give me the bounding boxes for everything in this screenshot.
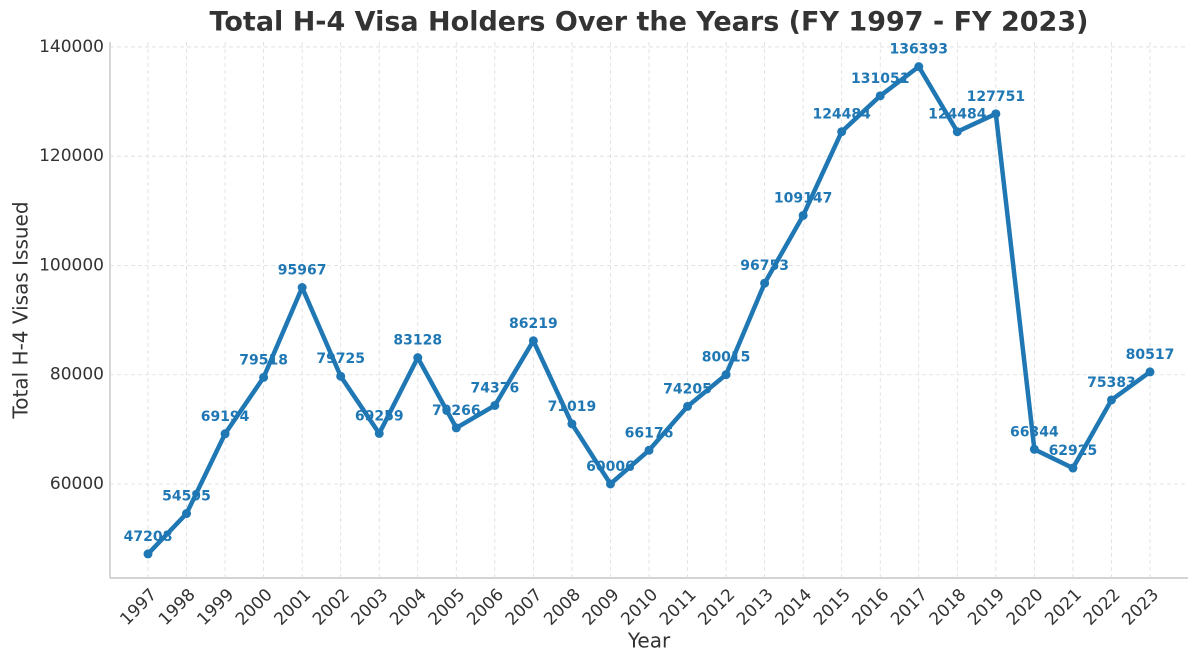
point	[1068, 463, 1078, 473]
x-tick-label: 2004	[386, 585, 431, 630]
x-tick-label: 2001	[270, 585, 315, 630]
y-axis-label: Total H-4 Visas Issued	[9, 201, 33, 419]
chart-title: Total H-4 Visa Holders Over the Years (F…	[210, 7, 1089, 38]
value-label: 47208	[124, 529, 173, 545]
point	[760, 278, 770, 288]
x-tick-label: 2015	[810, 585, 855, 630]
x-tick-label: 2009	[579, 585, 624, 630]
point	[374, 428, 384, 438]
y-tick-label: 120000	[39, 146, 104, 166]
x-tick-label: 2018	[926, 585, 971, 630]
point	[220, 429, 230, 439]
x-tick-label: 2005	[425, 585, 470, 630]
point	[336, 371, 346, 381]
value-label: 74205	[663, 381, 712, 397]
value-label: 109147	[774, 190, 832, 206]
point	[490, 400, 500, 410]
value-label: 66176	[625, 425, 674, 441]
point	[297, 283, 307, 293]
x-tick-label: 2016	[849, 585, 894, 630]
value-label: 74376	[470, 380, 519, 396]
point	[875, 91, 885, 101]
x-tick-label: 2000	[232, 585, 277, 630]
value-label: 80015	[702, 350, 751, 366]
value-label: 75383	[1087, 375, 1136, 391]
value-label: 71019	[548, 399, 597, 415]
x-tick-label: 2020	[1003, 585, 1048, 630]
x-axis-label: Year	[627, 629, 671, 653]
value-label: 124484	[928, 107, 987, 123]
point	[914, 62, 924, 72]
y-tick-label: 140000	[39, 37, 104, 57]
point	[413, 353, 423, 363]
value-label: 79518	[239, 352, 288, 368]
value-label: 66344	[1010, 424, 1059, 440]
value-label: 96753	[740, 258, 789, 274]
x-tick-label: 2013	[733, 585, 778, 630]
point	[1145, 367, 1155, 377]
value-label: 54595	[162, 489, 211, 505]
point	[1106, 395, 1116, 405]
point	[567, 419, 577, 429]
point	[798, 210, 808, 220]
point	[952, 127, 962, 137]
point	[644, 445, 654, 455]
x-tick-label: 2019	[964, 585, 1009, 630]
value-label: 80517	[1126, 347, 1175, 363]
point	[605, 479, 615, 489]
value-label: 95967	[278, 263, 327, 279]
value-label: 69194	[201, 409, 250, 425]
x-tick-label: 1999	[193, 585, 238, 630]
value-label: 131051	[851, 71, 909, 87]
x-tick-label: 2023	[1118, 585, 1163, 630]
x-tick-label: 2010	[617, 585, 662, 630]
x-tick-label: 2008	[540, 585, 585, 630]
point	[1029, 444, 1039, 454]
x-tick-label: 1997	[116, 585, 161, 630]
x-tick-label: 2017	[887, 585, 932, 630]
point	[182, 509, 192, 519]
value-label: 124484	[812, 107, 871, 123]
y-tick-label: 80000	[50, 365, 104, 385]
point	[528, 336, 538, 346]
point	[991, 109, 1001, 119]
value-label: 136393	[890, 42, 948, 58]
x-tick-label: 2012	[694, 585, 739, 630]
x-tick-label: 2002	[309, 585, 354, 630]
point	[721, 370, 731, 380]
point	[259, 372, 269, 382]
x-tick-label: 2022	[1080, 585, 1125, 630]
point	[837, 127, 847, 137]
x-tick-label: 2006	[463, 585, 508, 630]
value-label: 69259	[355, 408, 404, 424]
value-label: 60006	[586, 459, 635, 475]
x-tick-label: 2021	[1041, 585, 1086, 630]
x-tick-label: 1998	[155, 585, 200, 630]
y-tick-label: 100000	[39, 255, 104, 275]
value-label: 62925	[1049, 443, 1098, 459]
y-tick-label: 60000	[50, 474, 104, 494]
x-tick-label: 2007	[502, 585, 547, 630]
value-label: 70266	[432, 403, 481, 419]
value-label: 86219	[509, 316, 558, 332]
value-label: 127751	[967, 89, 1025, 105]
x-tick-label: 2003	[348, 585, 393, 630]
point	[143, 549, 153, 559]
x-tick-label: 2011	[656, 585, 701, 630]
point	[451, 423, 461, 433]
point	[683, 401, 693, 411]
value-label: 83128	[393, 333, 442, 349]
x-tick-label: 2014	[771, 585, 816, 630]
value-label: 79725	[316, 351, 365, 367]
